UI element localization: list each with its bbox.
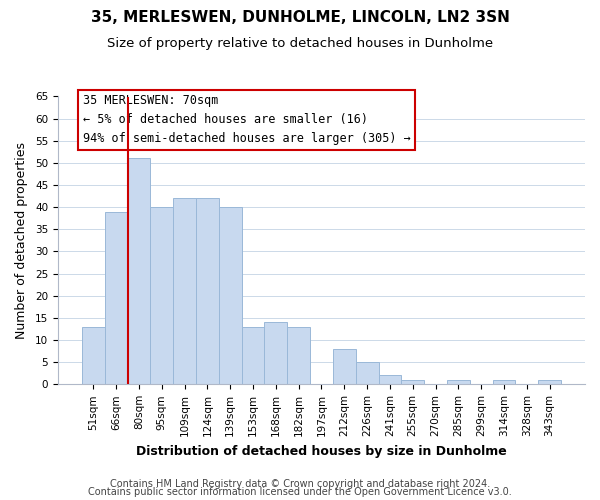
Bar <box>82 327 104 384</box>
Bar <box>493 380 515 384</box>
Bar <box>356 362 379 384</box>
Bar <box>265 322 287 384</box>
Bar <box>219 207 242 384</box>
Bar <box>287 327 310 384</box>
Bar <box>538 380 561 384</box>
Bar <box>447 380 470 384</box>
Text: 35 MERLESWEN: 70sqm
← 5% of detached houses are smaller (16)
94% of semi-detache: 35 MERLESWEN: 70sqm ← 5% of detached hou… <box>83 94 411 146</box>
Bar <box>128 158 151 384</box>
Y-axis label: Number of detached properties: Number of detached properties <box>15 142 28 339</box>
Bar <box>151 207 173 384</box>
Bar <box>242 327 265 384</box>
X-axis label: Distribution of detached houses by size in Dunholme: Distribution of detached houses by size … <box>136 444 507 458</box>
Text: Size of property relative to detached houses in Dunholme: Size of property relative to detached ho… <box>107 38 493 51</box>
Bar <box>401 380 424 384</box>
Bar <box>104 212 128 384</box>
Text: 35, MERLESWEN, DUNHOLME, LINCOLN, LN2 3SN: 35, MERLESWEN, DUNHOLME, LINCOLN, LN2 3S… <box>91 10 509 25</box>
Text: Contains public sector information licensed under the Open Government Licence v3: Contains public sector information licen… <box>88 487 512 497</box>
Bar <box>379 376 401 384</box>
Bar <box>173 198 196 384</box>
Text: Contains HM Land Registry data © Crown copyright and database right 2024.: Contains HM Land Registry data © Crown c… <box>110 479 490 489</box>
Bar <box>333 349 356 384</box>
Bar <box>196 198 219 384</box>
